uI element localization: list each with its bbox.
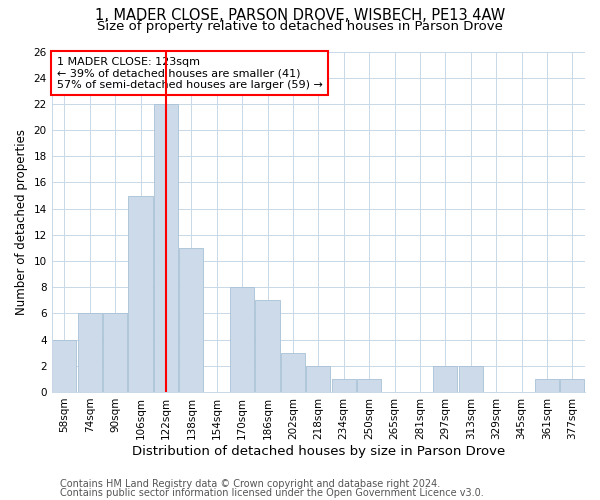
Text: Size of property relative to detached houses in Parson Drove: Size of property relative to detached ho… (97, 20, 503, 33)
Bar (281, 352, 305, 392)
Bar (332, 379, 356, 392)
Bar (256, 300, 280, 392)
Bar (458, 366, 483, 392)
Text: 1 MADER CLOSE: 123sqm
← 39% of detached houses are smaller (41)
57% of semi-deta: 1 MADER CLOSE: 123sqm ← 39% of detached … (57, 56, 323, 90)
Bar (433, 366, 457, 392)
Bar (357, 379, 381, 392)
Text: Contains HM Land Registry data © Crown copyright and database right 2024.: Contains HM Land Registry data © Crown c… (60, 479, 440, 489)
Bar (52, 340, 76, 392)
Bar (535, 379, 559, 392)
Bar (154, 104, 178, 392)
Bar (560, 379, 584, 392)
Bar (179, 248, 203, 392)
Bar (306, 366, 331, 392)
Bar (77, 314, 102, 392)
Y-axis label: Number of detached properties: Number of detached properties (15, 128, 28, 314)
Bar (230, 287, 254, 392)
Bar (103, 314, 127, 392)
Bar (128, 196, 152, 392)
Text: Contains public sector information licensed under the Open Government Licence v3: Contains public sector information licen… (60, 488, 484, 498)
X-axis label: Distribution of detached houses by size in Parson Drove: Distribution of detached houses by size … (132, 444, 505, 458)
Text: 1, MADER CLOSE, PARSON DROVE, WISBECH, PE13 4AW: 1, MADER CLOSE, PARSON DROVE, WISBECH, P… (95, 8, 505, 22)
